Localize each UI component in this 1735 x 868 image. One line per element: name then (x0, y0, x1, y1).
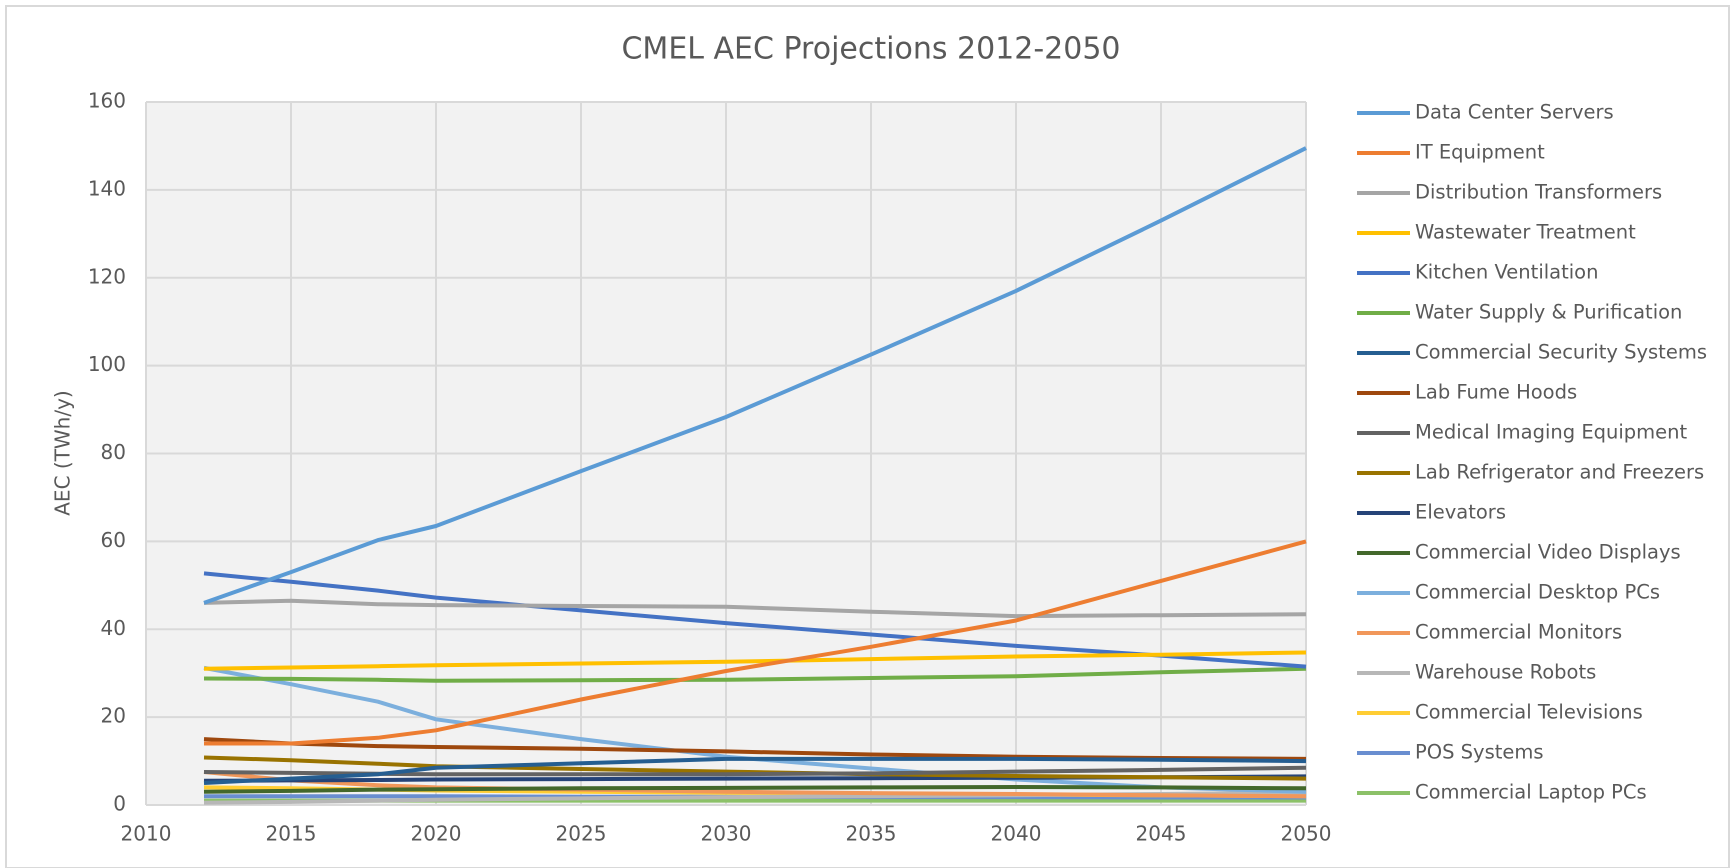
series-line (203, 755, 1307, 781)
legend-label: Commercial Laptop PCs (1415, 781, 1647, 804)
legend-label: Water Supply & Purification (1415, 301, 1682, 324)
legend-label: Commercial Monitors (1415, 621, 1622, 644)
y-tick-label: 100 (88, 352, 126, 376)
y-tick-label: 40 (101, 616, 126, 640)
legend-label: Medical Imaging Equipment (1415, 421, 1688, 444)
legend-label: Commercial Televisions (1415, 701, 1643, 724)
y-tick-label: 20 (101, 704, 126, 728)
legend-label: Lab Fume Hoods (1415, 381, 1577, 404)
series-line (203, 770, 1307, 799)
y-tick-label: 140 (88, 176, 126, 200)
series-line (203, 650, 1307, 671)
legend-label: IT Equipment (1415, 141, 1545, 164)
series-line (204, 539, 1307, 746)
series-line (203, 785, 1307, 794)
x-tick-label: 2030 (701, 822, 752, 846)
y-axis-label: AEC (TWh/y) (51, 390, 75, 516)
x-tick-label: 2040 (991, 822, 1042, 846)
series-line (203, 598, 1307, 619)
legend-label: Distribution Transformers (1415, 181, 1662, 204)
x-tick-label: 2015 (266, 822, 317, 846)
series-line (203, 146, 1307, 605)
legend-label: POS Systems (1415, 741, 1544, 764)
legend-label: Lab Refrigerator and Freezers (1415, 461, 1704, 484)
y-tick-label: 160 (88, 89, 126, 113)
series-line (203, 765, 1307, 777)
series-line (203, 665, 1307, 794)
legend-label: Wastewater Treatment (1415, 221, 1636, 244)
y-tick-label: 60 (101, 528, 126, 552)
legend-label: Commercial Desktop PCs (1415, 581, 1660, 604)
legend-label: Data Center Servers (1415, 101, 1614, 124)
series-line (203, 571, 1307, 669)
x-tick-label: 2025 (556, 822, 607, 846)
x-tick-label: 2020 (411, 822, 462, 846)
x-tick-label: 2050 (1281, 822, 1332, 846)
y-tick-label: 80 (101, 440, 126, 464)
series-line (203, 666, 1307, 683)
x-tick-label: 2045 (1136, 822, 1187, 846)
y-tick-label: 120 (88, 264, 126, 288)
x-tick-label: 2035 (846, 822, 897, 846)
series-line (203, 756, 1307, 785)
legend-label: Elevators (1415, 501, 1506, 524)
legend-label: Kitchen Ventilation (1415, 261, 1598, 284)
legend-label: Warehouse Robots (1415, 661, 1596, 684)
legend-label: Commercial Video Displays (1415, 541, 1681, 564)
chart-title: CMEL AEC Projections 2012-2050 (621, 32, 1120, 67)
x-tick-label: 2010 (121, 822, 172, 846)
y-tick-label: 0 (113, 792, 126, 816)
legend-label: Commercial Security Systems (1415, 341, 1707, 364)
